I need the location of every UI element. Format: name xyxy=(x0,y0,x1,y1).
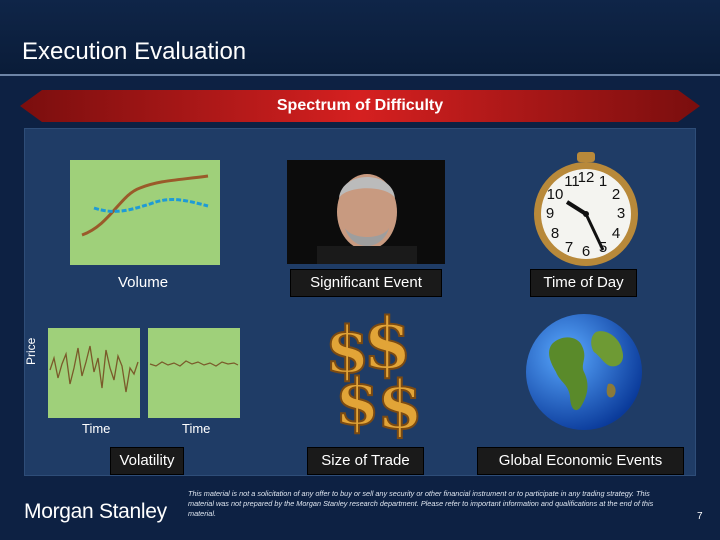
morgan-stanley-logo: Morgan Stanley xyxy=(24,500,167,523)
svg-text:7: 7 xyxy=(565,239,573,256)
volume-curve-blue xyxy=(93,198,209,213)
globe-icon xyxy=(526,314,642,430)
title-divider xyxy=(0,74,720,76)
clock-icon: 11 12 1 2 3 4 5 6 7 8 9 10 xyxy=(534,152,638,266)
portrait-image xyxy=(287,160,445,264)
time-of-day-label: Time of Day xyxy=(530,269,637,297)
volume-curves xyxy=(81,174,209,237)
title-bar xyxy=(0,0,720,75)
svg-text:$: $ xyxy=(363,302,412,385)
svg-text:$: $ xyxy=(377,366,423,442)
svg-text:11: 11 xyxy=(564,173,580,190)
svg-text:9: 9 xyxy=(546,205,554,222)
svg-text:4: 4 xyxy=(612,225,620,242)
svg-text:$: $ xyxy=(335,365,380,440)
time-axis-label-right: Time xyxy=(182,421,211,436)
size-of-trade-label: Size of Trade xyxy=(307,447,424,475)
significant-event-photo xyxy=(287,160,445,264)
dollar-signs-icon: $ $ $ $ xyxy=(324,302,424,442)
svg-text:3: 3 xyxy=(617,205,625,222)
volatility-chart-low xyxy=(148,328,240,418)
volume-chart xyxy=(70,160,220,265)
volume-curve-brown xyxy=(81,174,209,237)
significant-event-label: Significant Event xyxy=(290,269,442,297)
high-volatility-line xyxy=(49,345,139,393)
svg-text:10: 10 xyxy=(547,186,564,203)
spectrum-banner xyxy=(20,90,700,122)
volatility-label: Volatility xyxy=(110,447,184,475)
price-axis-label: Price xyxy=(24,337,38,365)
svg-text:2: 2 xyxy=(612,186,620,203)
svg-text:8: 8 xyxy=(551,225,559,242)
spectrum-banner-label: Spectrum of Difficulty xyxy=(276,97,444,114)
global-events-label: Global Economic Events xyxy=(477,447,684,475)
disclaimer-text: This material is not a solicitation of a… xyxy=(188,489,654,518)
volatility-chart-high xyxy=(48,328,140,418)
page-number: 7 xyxy=(697,511,703,522)
svg-text:12: 12 xyxy=(578,169,595,186)
slide-title: Execution Evaluation xyxy=(22,38,247,65)
volume-label: Volume xyxy=(118,274,169,291)
time-axis-label-left: Time xyxy=(82,421,111,436)
svg-text:$: $ xyxy=(325,313,370,388)
low-volatility-line xyxy=(149,360,239,367)
svg-text:6: 6 xyxy=(582,243,590,260)
svg-text:1: 1 xyxy=(599,173,607,190)
